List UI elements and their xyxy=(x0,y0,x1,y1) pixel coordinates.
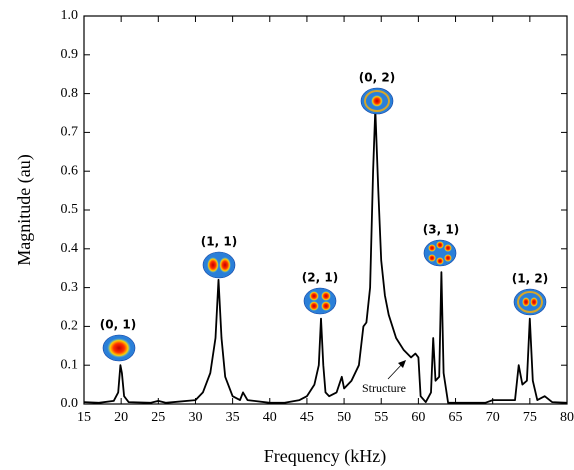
plot-frame xyxy=(83,15,568,405)
mode-lobe xyxy=(428,254,436,262)
mode-shape xyxy=(202,251,236,279)
mode-lobe xyxy=(436,257,444,265)
x-tick-label: 75 xyxy=(523,410,537,425)
x-tick-label: 20 xyxy=(114,410,128,425)
mode-shape xyxy=(360,87,394,115)
x-tick-label: 35 xyxy=(226,410,240,425)
y-tick-label: 0.7 xyxy=(61,125,79,140)
mode-lobe xyxy=(522,297,530,307)
x-tick-label: 30 xyxy=(188,410,202,425)
y-tick-label: 0.0 xyxy=(61,396,79,411)
y-tick-label: 0.4 xyxy=(61,241,79,256)
mode-lobe xyxy=(436,241,444,249)
mode-lobe xyxy=(444,254,452,262)
mode-label: (2, 1) xyxy=(302,271,338,285)
y-tick-label: 0.9 xyxy=(61,47,79,62)
mode-lobe xyxy=(371,95,383,107)
x-axis-title: Frequency (kHz) xyxy=(264,446,386,467)
structure-arrowhead xyxy=(398,360,406,368)
mode-label: (0, 2) xyxy=(359,71,395,85)
mode-label: (3, 1) xyxy=(423,223,459,237)
mode-ring xyxy=(364,90,390,112)
y-tick-label: 0.6 xyxy=(61,163,79,178)
line xyxy=(83,108,568,404)
mode-lobe xyxy=(107,338,131,358)
mode-lobe xyxy=(219,257,231,273)
x-tick-label: 70 xyxy=(486,410,500,425)
x-tick-label: 40 xyxy=(263,410,277,425)
y-axis-title: Magnitude (au) xyxy=(14,154,35,265)
mode-label: (0, 1) xyxy=(100,318,136,332)
y-tick-label: 0.3 xyxy=(61,280,79,295)
x-tick-label: 60 xyxy=(411,410,425,425)
x-tick-label: 80 xyxy=(560,410,574,425)
mode-lobe xyxy=(309,301,319,311)
mode-lobe xyxy=(428,244,436,252)
mode-label: (1, 2) xyxy=(512,272,548,286)
x-tick-label: 55 xyxy=(374,410,388,425)
mode-shape xyxy=(513,288,547,316)
mode-lobe xyxy=(530,297,538,307)
mode-shape xyxy=(102,334,136,362)
y-tick-label: 0.5 xyxy=(61,202,79,217)
mode-lobe xyxy=(321,291,331,301)
mode-disc xyxy=(303,287,337,315)
mode-lobe xyxy=(444,244,452,252)
x-tick-label: 50 xyxy=(337,410,351,425)
mode-shape xyxy=(423,239,457,267)
y-tick-label: 0.2 xyxy=(61,319,79,334)
y-tick-label: 0.1 xyxy=(61,357,79,372)
mode-ring xyxy=(517,291,543,313)
x-tick-label: 65 xyxy=(449,410,463,425)
x-tick-label: 15 xyxy=(77,410,91,425)
mode-label: (1, 1) xyxy=(201,235,237,249)
mode-shape xyxy=(303,287,337,315)
structure-label: Structure xyxy=(362,381,406,395)
x-tick-label: 45 xyxy=(300,410,314,425)
mode-lobe xyxy=(309,291,319,301)
x-tick-label: 25 xyxy=(151,410,165,425)
mode-lobe xyxy=(321,301,331,311)
y-tick-label: 1.0 xyxy=(61,8,79,23)
mode-lobe xyxy=(207,257,219,273)
y-tick-label: 0.8 xyxy=(61,86,79,101)
